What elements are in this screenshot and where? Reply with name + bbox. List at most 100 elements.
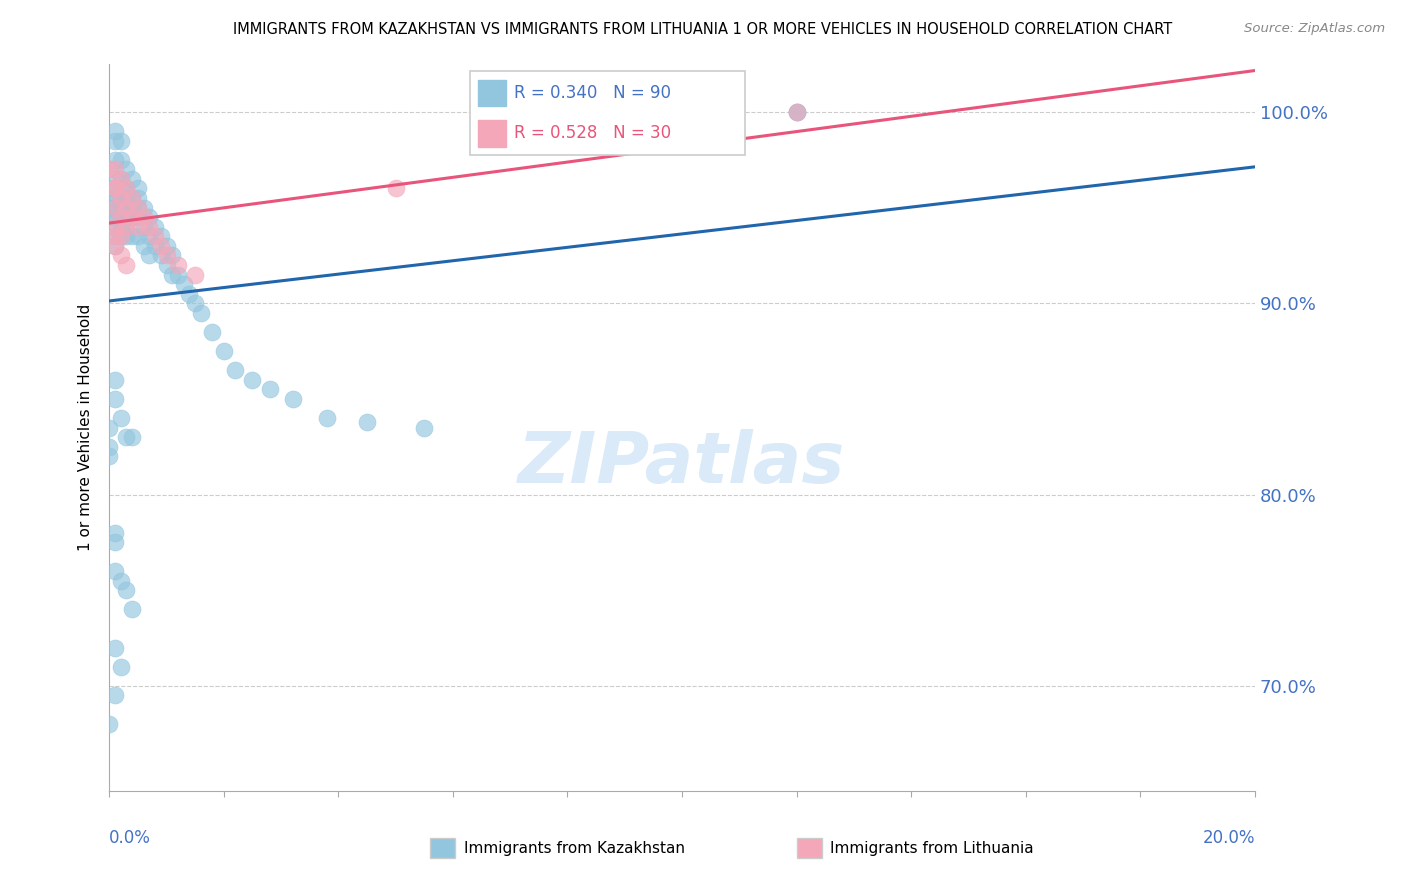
Point <box>786 104 808 119</box>
Point <box>149 229 172 244</box>
Point <box>138 210 160 224</box>
Point <box>155 248 177 262</box>
Point <box>104 201 127 215</box>
Point <box>110 229 132 244</box>
Point <box>121 191 143 205</box>
Point <box>104 239 127 253</box>
Point <box>121 602 143 616</box>
Point <box>110 134 132 148</box>
Point <box>104 525 127 540</box>
Point <box>104 201 127 215</box>
Point <box>98 162 121 177</box>
Point <box>121 229 143 244</box>
Point <box>212 344 235 359</box>
Point <box>110 229 132 244</box>
Point <box>110 201 132 215</box>
Point <box>127 210 149 224</box>
Point <box>110 153 132 167</box>
Point <box>167 258 190 272</box>
Point <box>110 411 132 425</box>
Point <box>98 450 121 464</box>
Point <box>138 229 160 244</box>
Point <box>104 219 127 234</box>
Point <box>121 430 143 444</box>
Point <box>155 258 177 272</box>
Point <box>138 248 160 262</box>
Point <box>98 440 121 454</box>
Text: Source: ZipAtlas.com: Source: ZipAtlas.com <box>1244 22 1385 36</box>
Point <box>121 172 143 186</box>
Point <box>110 219 132 234</box>
Point <box>104 229 127 244</box>
Point <box>121 191 143 205</box>
Point <box>127 181 149 195</box>
Point <box>104 210 127 224</box>
Point <box>104 239 127 253</box>
Point <box>98 181 121 195</box>
Text: IMMIGRANTS FROM KAZAKHSTAN VS IMMIGRANTS FROM LITHUANIA 1 OR MORE VEHICLES IN HO: IMMIGRANTS FROM KAZAKHSTAN VS IMMIGRANTS… <box>233 22 1173 37</box>
Point <box>104 153 127 167</box>
Point <box>104 564 127 578</box>
Text: Immigrants from Lithuania: Immigrants from Lithuania <box>831 841 1033 855</box>
Point <box>173 277 195 292</box>
Point <box>115 430 138 444</box>
Point <box>104 191 127 205</box>
Point <box>190 306 212 320</box>
Point <box>110 248 132 262</box>
Point <box>786 104 808 119</box>
Point <box>98 201 121 215</box>
Point <box>224 363 246 377</box>
Point <box>98 162 121 177</box>
Point <box>138 219 160 234</box>
Point <box>104 181 127 195</box>
Point <box>121 210 143 224</box>
Point <box>132 219 155 234</box>
Point <box>115 219 138 234</box>
Point <box>110 172 132 186</box>
Text: 20.0%: 20.0% <box>1202 830 1256 847</box>
Point <box>104 124 127 138</box>
Point <box>413 420 436 434</box>
Point <box>201 325 224 339</box>
Point <box>115 258 138 272</box>
Point <box>110 210 132 224</box>
Point <box>155 239 177 253</box>
Point <box>281 392 304 406</box>
Text: ZIPatlas: ZIPatlas <box>519 429 846 499</box>
Point <box>115 210 138 224</box>
Point <box>115 191 138 205</box>
Y-axis label: 1 or more Vehicles in Household: 1 or more Vehicles in Household <box>79 304 93 551</box>
Point <box>115 583 138 598</box>
Point <box>149 248 172 262</box>
Point <box>127 201 149 215</box>
Point <box>110 191 132 205</box>
Point <box>132 201 155 215</box>
Text: 0.0%: 0.0% <box>110 830 150 847</box>
Point <box>356 415 378 429</box>
Point <box>121 210 143 224</box>
Point <box>115 201 138 215</box>
Point <box>110 210 132 224</box>
Point <box>115 181 138 195</box>
Point <box>127 219 149 234</box>
Point <box>110 191 132 205</box>
Point <box>104 172 127 186</box>
Point <box>132 210 155 224</box>
Point <box>115 219 138 234</box>
Point <box>259 382 281 396</box>
Point <box>162 268 184 282</box>
Point <box>115 162 138 177</box>
Point <box>115 229 138 244</box>
Point <box>167 268 190 282</box>
Point <box>162 248 184 262</box>
Point <box>127 191 149 205</box>
Point <box>384 181 406 195</box>
Point <box>104 640 127 655</box>
Point <box>115 181 138 195</box>
Point <box>179 286 201 301</box>
Point <box>104 181 127 195</box>
Point <box>104 535 127 549</box>
Point <box>184 268 207 282</box>
Point <box>98 420 121 434</box>
Point <box>143 239 166 253</box>
